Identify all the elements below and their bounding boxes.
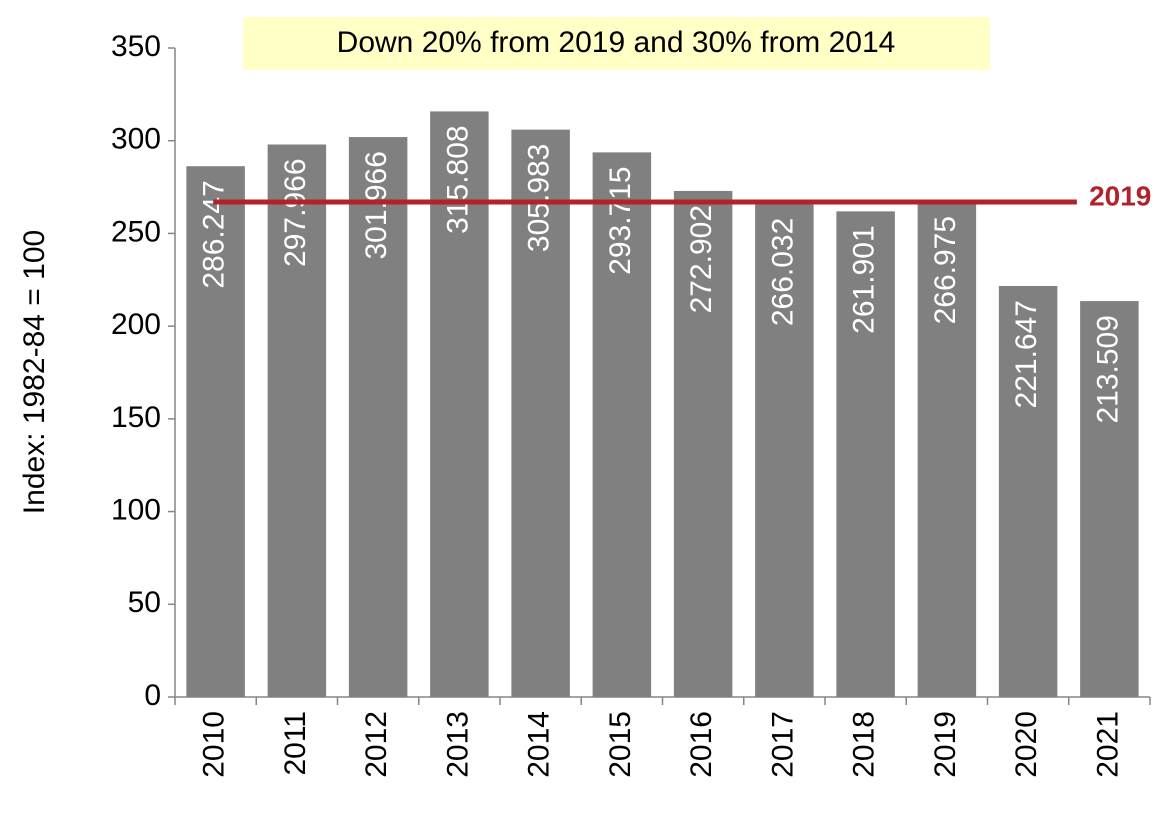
x-tick-label: 2011: [279, 711, 312, 776]
value-label: 272.902: [685, 205, 718, 313]
value-label: 297.966: [279, 158, 312, 266]
bar: [673, 190, 733, 697]
y-tick-label: 350: [111, 30, 161, 63]
x-tick-label: 2018: [848, 711, 881, 778]
value-label: 301.966: [360, 151, 393, 259]
bar: [267, 144, 327, 697]
x-tick-label: 2021: [1091, 711, 1124, 778]
y-tick-label: 50: [128, 586, 161, 619]
value-label: 261.901: [848, 225, 881, 333]
reference-label: 2019: [1089, 180, 1151, 211]
y-tick-label: 0: [144, 679, 161, 712]
y-tick-label: 150: [111, 401, 161, 434]
annotation: Down 20% from 2019 and 30% from 2014: [337, 26, 896, 59]
x-tick-label: 2012: [360, 711, 393, 778]
y-axis-title: Index: 1982-84 = 100: [18, 230, 51, 514]
x-tick-label: 2014: [523, 711, 556, 778]
value-label: 266.032: [766, 218, 799, 326]
x-tick-label: 2015: [604, 711, 637, 778]
bar: [592, 152, 652, 697]
value-label: 286.247: [198, 180, 231, 288]
bar: [1080, 301, 1139, 697]
bar: [511, 129, 570, 697]
bar: [755, 203, 814, 697]
bar: [348, 137, 408, 698]
y-tick-label: 100: [111, 493, 161, 526]
value-label: 315.808: [441, 125, 474, 233]
bar: [430, 111, 489, 697]
annotation-box: [243, 17, 990, 70]
value-label: 266.975: [929, 216, 962, 324]
x-tick-label: 2016: [685, 711, 718, 778]
bar: [186, 166, 245, 697]
x-tick-label: 2017: [766, 711, 799, 778]
y-tick-label: 250: [111, 215, 161, 248]
value-label: 213.509: [1091, 315, 1124, 423]
x-tick-label: 2020: [1010, 711, 1043, 778]
x-tick-label: 2013: [441, 711, 474, 778]
bar: [998, 286, 1058, 697]
x-tick-label: 2019: [929, 711, 962, 778]
value-label: 293.715: [604, 166, 637, 274]
y-tick-label: 200: [111, 308, 161, 341]
x-tick-label: 2010: [198, 711, 231, 778]
y-tick-label: 300: [111, 123, 161, 156]
bar: [836, 211, 895, 697]
bar: [917, 201, 977, 697]
value-label: 305.983: [523, 144, 556, 252]
value-label: 221.647: [1010, 300, 1043, 408]
